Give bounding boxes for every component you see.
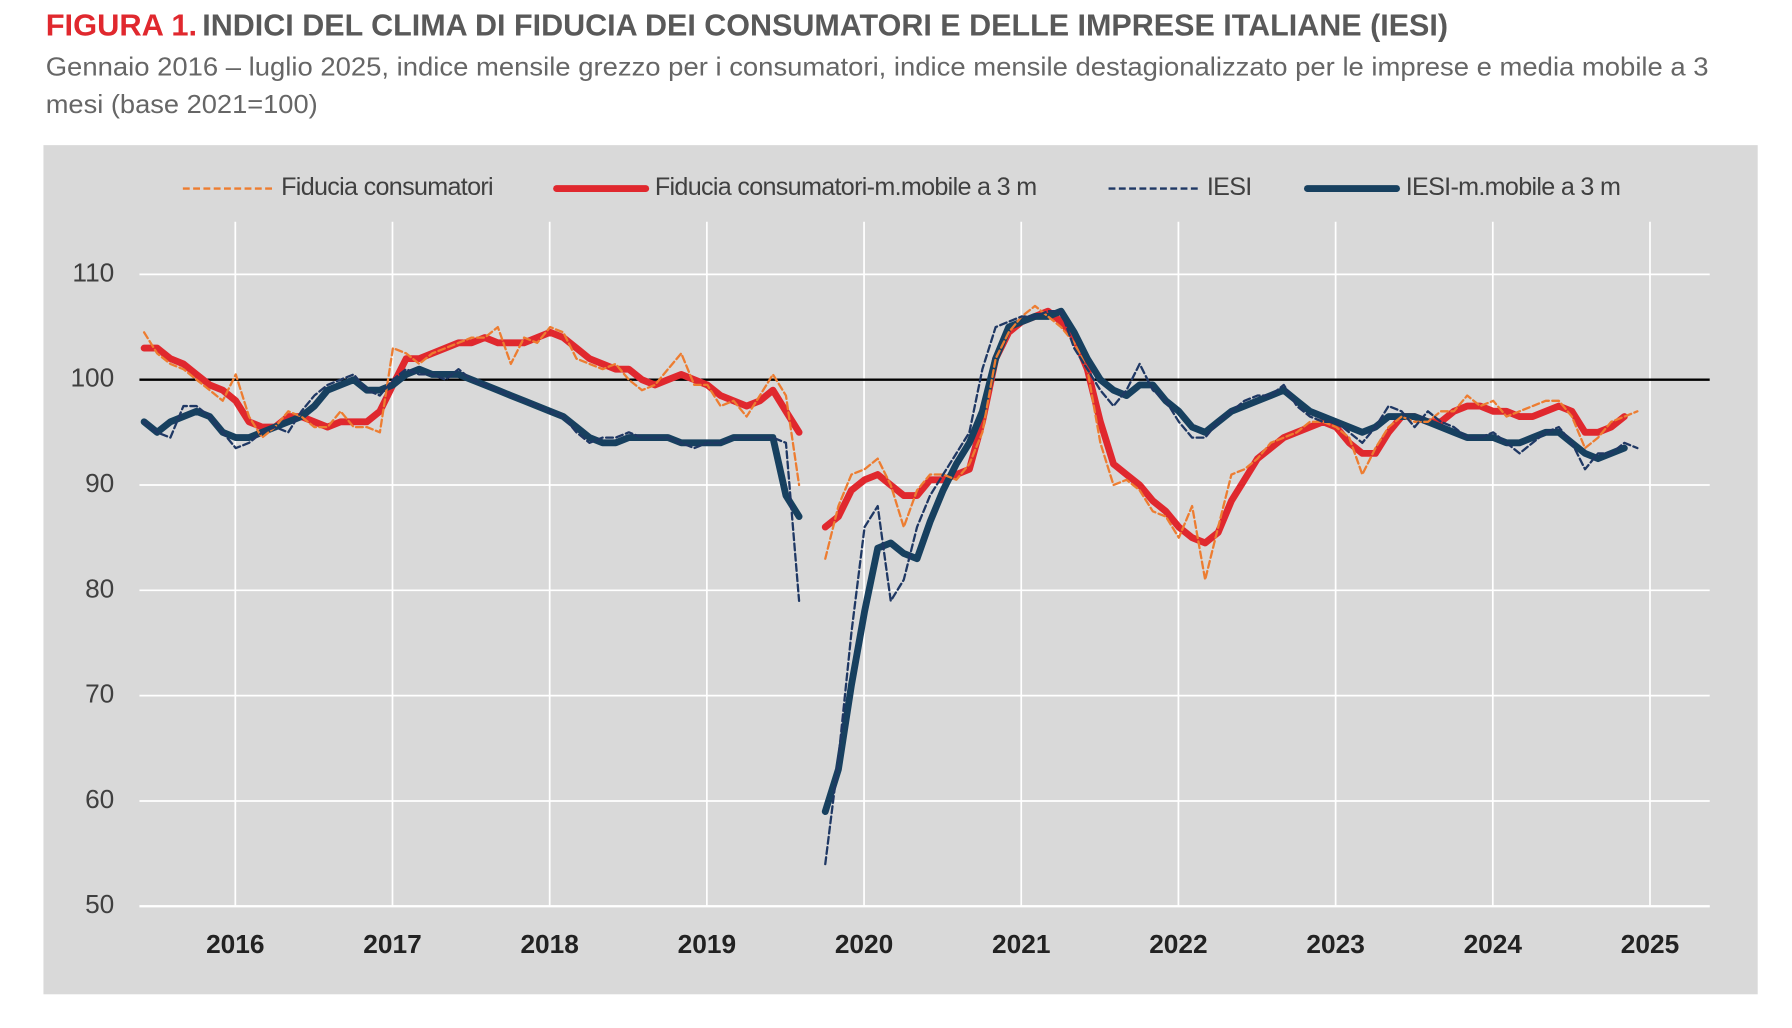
chart-title: INDICI DEL CLIMA DI FIDUCIA DEI CONSUMAT… <box>202 8 1448 43</box>
y-tick-label: 80 <box>85 573 114 603</box>
x-tick-label: 2024 <box>1464 929 1523 959</box>
legend-label: Fiducia consumatori <box>281 173 493 201</box>
y-tick-label: 90 <box>85 468 114 498</box>
x-tick-label: 2020 <box>835 929 893 959</box>
x-tick-label: 2018 <box>520 929 578 959</box>
x-tick-label: 2025 <box>1621 929 1679 959</box>
chart-subtitle: Gennaio 2016 – luglio 2025, indice mensi… <box>46 52 1709 82</box>
x-tick-label: 2017 <box>363 929 421 959</box>
x-tick-label: 2022 <box>1149 929 1207 959</box>
x-tick-label: 2021 <box>992 929 1050 959</box>
y-tick-label: 70 <box>85 679 114 709</box>
x-tick-label: 2016 <box>206 929 264 959</box>
series-line <box>142 310 1639 866</box>
title-prefix: FIGURA 1. <box>46 8 197 43</box>
chart-subtitle: mesi (base 2021=100) <box>46 89 318 119</box>
legend-label: IESI-m.mobile a 3 m <box>1406 173 1621 201</box>
legend-label: Fiducia consumatori-m.mobile a 3 m <box>655 173 1037 201</box>
x-tick-label: 2019 <box>678 929 736 959</box>
chart-panel <box>43 145 1758 995</box>
y-tick-label: 60 <box>85 784 114 814</box>
y-tick-label: 50 <box>85 889 114 919</box>
y-tick-label: 100 <box>70 363 114 393</box>
series-line <box>142 304 1639 581</box>
x-tick-label: 2023 <box>1306 929 1364 959</box>
y-tick-label: 110 <box>72 257 114 287</box>
legend-label: IESI <box>1207 173 1252 201</box>
